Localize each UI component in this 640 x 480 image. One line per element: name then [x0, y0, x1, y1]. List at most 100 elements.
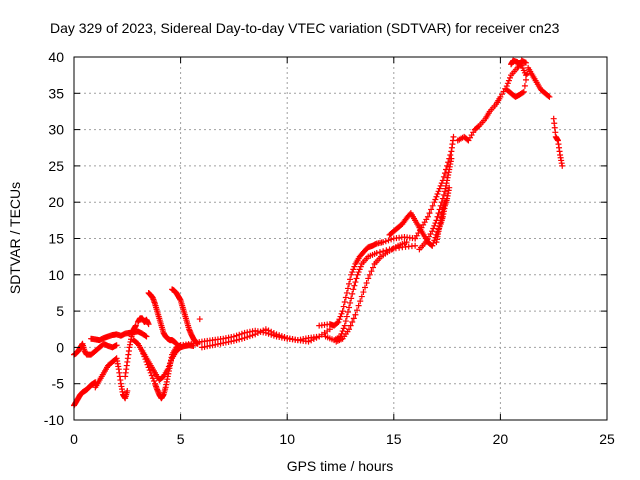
data-point: [373, 250, 380, 257]
data-point: [545, 93, 552, 100]
data-point: [347, 276, 354, 283]
data-point: [352, 311, 359, 318]
data-point: [382, 238, 389, 245]
data-point: [350, 315, 357, 322]
data-point: [305, 338, 312, 345]
data-point: [380, 239, 387, 246]
data-point: [149, 375, 156, 382]
data-point: [450, 133, 457, 140]
data-point: [424, 213, 431, 220]
data-point: [426, 210, 433, 217]
x-axis-label: GPS time / hours: [287, 458, 394, 474]
series-track-d: [134, 315, 152, 328]
series-tail: [550, 115, 566, 169]
series-midday-flat-2: [198, 326, 333, 351]
data-point: [434, 213, 441, 220]
series-midday-outlier: [196, 316, 203, 323]
data-point: [246, 333, 253, 340]
data-point: [260, 327, 267, 334]
y-axis-label: SDTVAR / TECUs: [7, 182, 23, 294]
data-point: [334, 319, 341, 326]
x-tick-label: 20: [493, 431, 509, 447]
y-tick-label: 35: [48, 85, 64, 101]
data-point: [145, 321, 152, 328]
data-point: [357, 263, 364, 270]
data-point: [435, 210, 442, 217]
data-point: [546, 93, 553, 100]
series-climb-2: [416, 155, 455, 253]
data-point: [347, 299, 354, 306]
data-point: [431, 222, 438, 229]
data-point: [278, 333, 285, 340]
data-point: [249, 332, 256, 339]
data-point: [354, 271, 361, 278]
x-tick-label: 15: [386, 431, 402, 447]
x-tick-label: 5: [177, 431, 185, 447]
data-point: [436, 185, 443, 192]
data-point: [431, 199, 438, 206]
data-point: [343, 289, 350, 296]
data-point: [340, 325, 347, 332]
data-point: [506, 74, 513, 81]
series-track-e-spike: [145, 289, 180, 347]
data-point: [358, 293, 365, 300]
data-point: [236, 336, 243, 343]
data-point: [350, 266, 357, 273]
data-point: [276, 332, 283, 339]
data-point: [143, 333, 150, 340]
data-point: [385, 237, 392, 244]
data-point: [347, 322, 354, 329]
series-late-rise: [454, 57, 529, 144]
data-point: [519, 89, 526, 96]
data-point: [348, 295, 355, 302]
y-tick-label: -10: [44, 412, 64, 428]
data-point: [370, 264, 377, 271]
data-point: [429, 228, 436, 235]
y-tick-label: -5: [52, 376, 65, 392]
data-point: [428, 206, 435, 213]
data-point: [124, 387, 131, 394]
data-point: [165, 363, 172, 370]
data-point: [326, 326, 333, 333]
data-point: [430, 225, 437, 232]
series-track-c: [122, 322, 139, 380]
data-point: [262, 326, 269, 333]
data-point: [354, 307, 361, 314]
data-point: [346, 280, 353, 287]
x-tick-label: 0: [70, 431, 78, 447]
series-rise-3: [333, 239, 410, 345]
data-point: [346, 304, 353, 311]
data-point: [350, 286, 357, 293]
data-point: [342, 318, 349, 325]
data-point: [252, 331, 259, 338]
data-point: [437, 182, 444, 189]
data-points: [71, 57, 566, 409]
data-point: [448, 155, 455, 162]
data-point: [355, 302, 362, 309]
data-point: [412, 242, 419, 249]
data-point: [270, 330, 277, 337]
data-point: [353, 275, 360, 282]
x-tick-label: 25: [599, 431, 615, 447]
data-point: [368, 268, 375, 275]
data-point: [520, 88, 527, 95]
data-point: [441, 170, 448, 177]
data-point: [505, 77, 512, 84]
data-point: [336, 316, 343, 323]
data-point: [338, 310, 345, 317]
data-point: [341, 322, 348, 329]
data-point: [429, 242, 436, 249]
data-point: [335, 318, 342, 325]
data-point: [351, 282, 358, 289]
data-point: [429, 202, 436, 209]
data-point: [233, 337, 240, 344]
y-tick-label: 40: [48, 49, 64, 65]
data-point: [238, 335, 245, 342]
data-point: [339, 308, 346, 315]
y-tick-label: 30: [48, 122, 64, 138]
data-point: [357, 298, 364, 305]
data-point: [517, 61, 524, 68]
data-point: [268, 328, 275, 335]
data-point: [559, 162, 566, 169]
